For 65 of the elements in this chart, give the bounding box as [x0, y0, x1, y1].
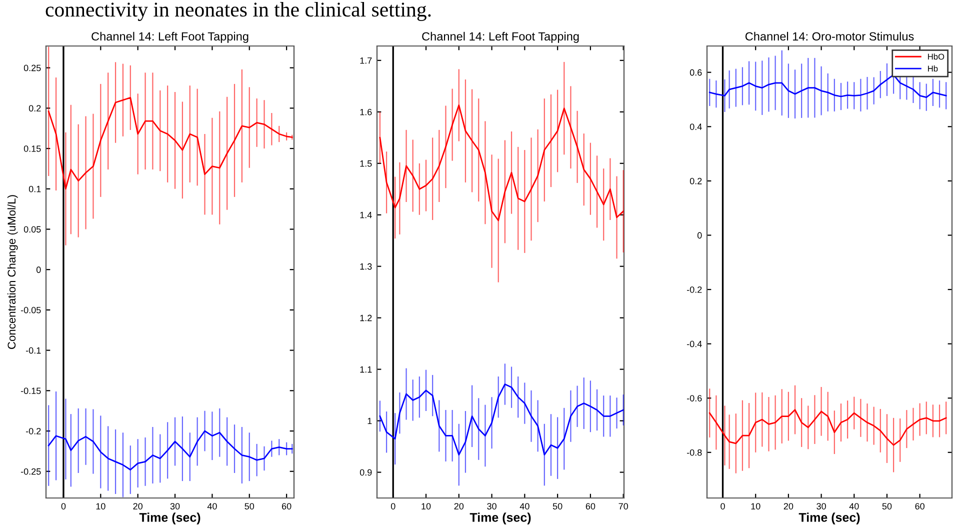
- y-tick-label: 1.4: [360, 212, 372, 218]
- x-tick-label: 30: [816, 503, 826, 510]
- x-tick-label: 0: [390, 503, 396, 510]
- y-tick-label: 0.2: [28, 105, 41, 112]
- y-tick-label: 0.05: [24, 226, 41, 233]
- x-tick-label: 50: [882, 503, 892, 510]
- y-tick-label: 1.1: [360, 366, 372, 373]
- y-tick-label: 0.4: [690, 124, 702, 130]
- legend-label: Hb: [928, 65, 938, 72]
- x-tick-label: 30: [487, 503, 496, 510]
- y-tick-label: 0.25: [24, 64, 41, 72]
- line-series: [708, 409, 947, 446]
- y-tick-label: -0.8: [686, 449, 702, 456]
- x-tick-label: 40: [520, 503, 530, 510]
- y-tick-label: 0.1: [28, 186, 41, 192]
- x-tick-label: 20: [133, 503, 143, 510]
- x-tick-label: 20: [454, 503, 464, 510]
- line-series: [708, 74, 947, 98]
- x-tick-label: 20: [784, 503, 794, 510]
- x-tick-label: 50: [244, 503, 254, 510]
- x-tick-label: 60: [586, 503, 596, 510]
- y-tick-label: 0.15: [24, 145, 41, 152]
- y-tick-label: -0.2: [686, 286, 702, 293]
- text: connectivity in neonates in the clinical setting.: [46, 2, 431, 21]
- x-axis-title: Time (sec): [470, 512, 531, 524]
- x-tick-label: 10: [751, 503, 760, 510]
- x-tick-label: 40: [207, 503, 217, 510]
- y-axis-title: Concentration Change (uMol/L): [7, 195, 18, 349]
- y-tick-label: 0.2: [690, 178, 702, 184]
- y-tick-label: -0.05: [20, 306, 41, 314]
- y-tick-label: 1.7: [360, 57, 372, 64]
- line-series: [379, 384, 624, 456]
- x-tick-label: 50: [552, 503, 562, 510]
- y-tick-label: -0.2: [26, 428, 41, 434]
- y-tick-label: -0.6: [686, 395, 702, 402]
- y-tick-label: 0: [36, 266, 41, 273]
- y-tick-label: 0: [697, 232, 702, 239]
- y-tick-label: -0.15: [20, 388, 41, 394]
- y-tick-label: 1.6: [360, 108, 372, 116]
- y-tick-label: -0.4: [686, 340, 702, 348]
- line-series: [48, 430, 293, 470]
- x-tick-label: 0: [720, 503, 725, 510]
- y-tick-label: -0.1: [26, 347, 41, 354]
- y-tick-label: 0.9: [360, 469, 372, 476]
- y-tick-label: 0.6: [690, 69, 702, 76]
- y-tick-label: 1.3: [360, 263, 372, 270]
- x-tick-label: 40: [849, 503, 859, 510]
- y-tick-label: 1.5: [360, 160, 372, 167]
- y-tick-label: -0.25: [20, 468, 41, 475]
- x-tick-label: 10: [422, 503, 431, 510]
- legend-label: HbO: [928, 54, 944, 60]
- x-tick-label: 70: [618, 503, 628, 510]
- chart-title: Channel 14: Left Foot Tapping: [92, 32, 248, 43]
- y-tick-label: 1.2: [360, 314, 372, 322]
- x-axis-title: Time (sec): [139, 512, 200, 524]
- x-tick-label: 0: [61, 503, 66, 510]
- x-tick-label: 60: [915, 503, 924, 510]
- x-tick-label: 10: [96, 503, 106, 510]
- line-series: [379, 104, 624, 222]
- x-axis-title: Time (sec): [798, 512, 860, 524]
- chart-title: Channel 14: Left Foot Tapping: [422, 32, 579, 43]
- chart-title: Channel 14: Oro-motor Stimulus: [745, 32, 914, 41]
- x-tick-label: 60: [282, 503, 292, 510]
- x-tick-label: 30: [170, 503, 180, 510]
- y-tick-label: 1: [368, 418, 372, 424]
